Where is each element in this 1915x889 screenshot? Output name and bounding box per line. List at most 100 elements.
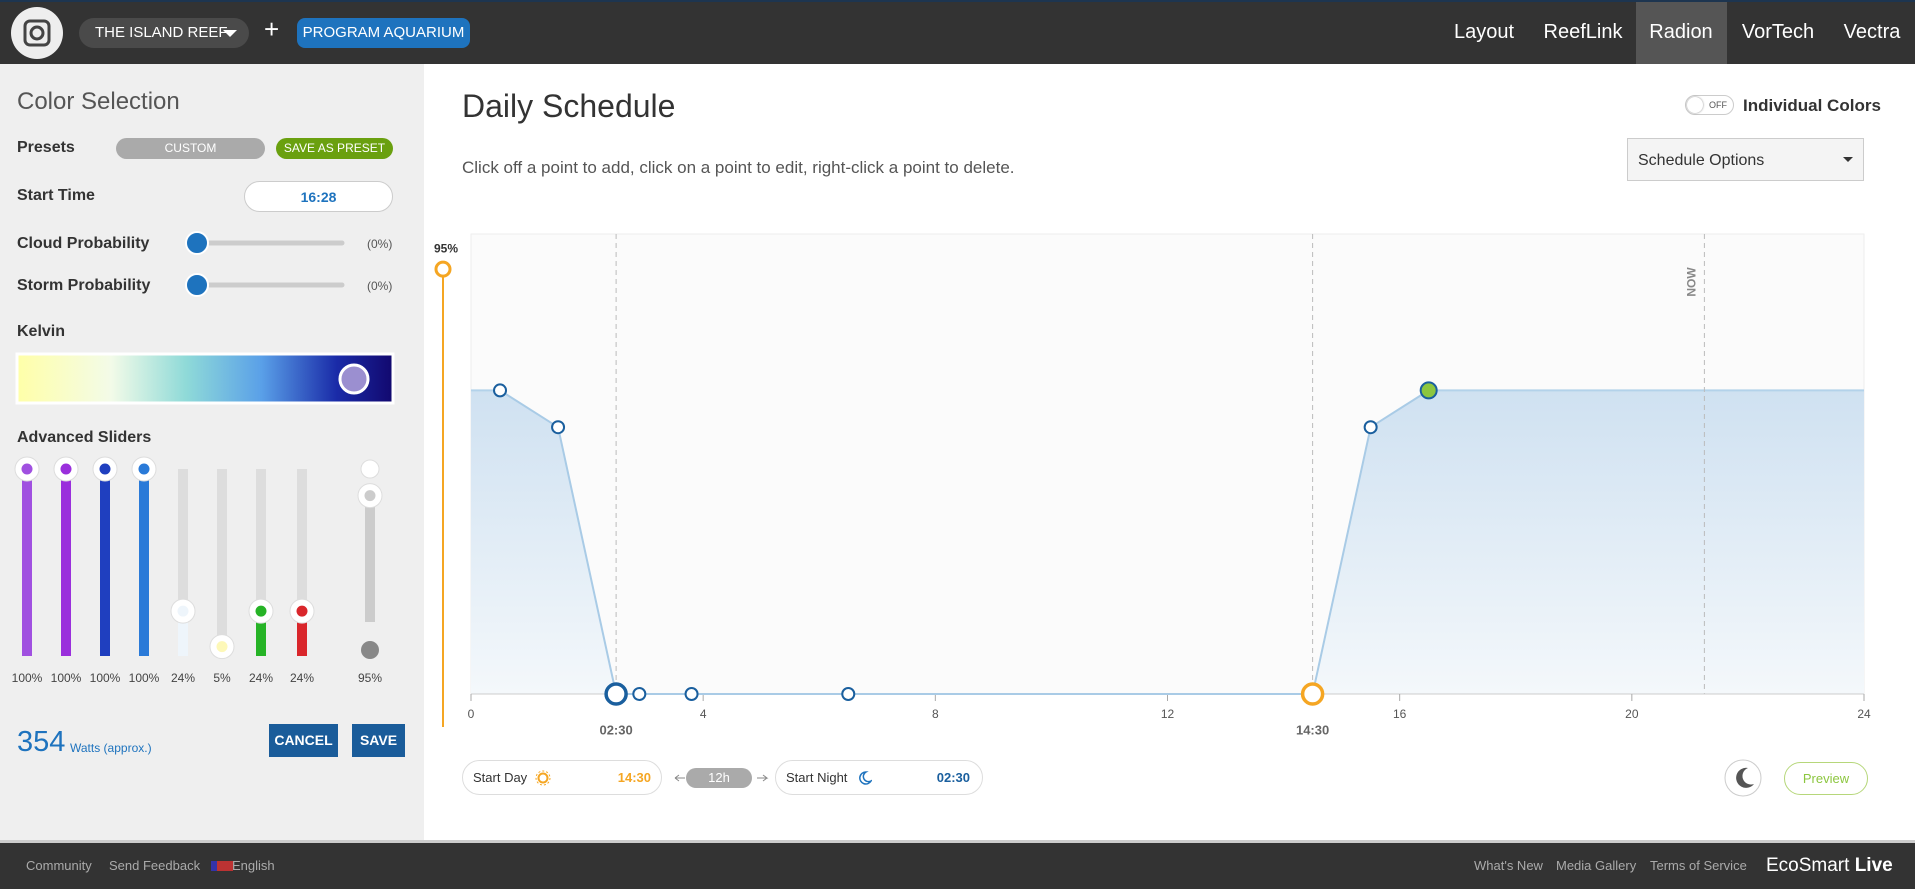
watts: 354	[17, 726, 66, 758]
slider-fill	[297, 611, 307, 656]
x-tick-label: 12	[1161, 707, 1175, 721]
schedule-point[interactable]	[632, 687, 647, 701]
slider-dot	[60, 463, 72, 475]
intensity-label: 95%	[434, 241, 458, 255]
slider-fill	[256, 611, 266, 656]
master-bottom	[361, 641, 379, 659]
master-dot	[364, 490, 376, 502]
start-night[interactable]: Start Night 02:30	[775, 760, 983, 795]
brand-text: EcoSmart	[1766, 855, 1850, 876]
label: Presets	[17, 139, 75, 156]
schedule-point[interactable]	[493, 383, 508, 398]
schedule-point[interactable]	[1363, 420, 1378, 435]
slider-fill	[178, 611, 188, 656]
preview-button[interactable]: Preview	[1784, 762, 1868, 795]
slider-label: 5%	[213, 671, 231, 685]
slider-dot	[21, 463, 33, 475]
brand-bold: Live	[1854, 855, 1893, 876]
x-tick-label: 16	[1393, 707, 1407, 721]
brand: EcoSmart Live	[1766, 855, 1893, 877]
nav-tab[interactable]: ReefLink	[1543, 21, 1623, 43]
slider-dot	[255, 605, 267, 617]
arrows	[674, 774, 769, 782]
x-tick-label: 24	[1857, 707, 1871, 721]
kelvin-knob[interactable]	[338, 363, 370, 395]
nav-tab[interactable]: Layout	[1453, 21, 1515, 43]
active-tab-bg	[1636, 2, 1727, 64]
start-time-input[interactable]: 16:28	[244, 181, 393, 212]
label: Start Time	[17, 187, 95, 204]
caret	[1843, 157, 1853, 167]
aquarium-select[interactable]: THE ISLAND REEF	[79, 18, 249, 48]
slider-label: 100%	[51, 671, 82, 685]
cancel-button[interactable]: CANCEL	[269, 724, 338, 757]
nav-tab[interactable]: VorTech	[1741, 21, 1815, 43]
slider-fill	[61, 469, 71, 656]
slider-dot	[138, 463, 150, 475]
slider-track	[217, 469, 227, 656]
night-toggle[interactable]	[1724, 759, 1762, 797]
schedule-point[interactable]	[604, 682, 628, 706]
schedule-options[interactable]: Schedule Options	[1627, 138, 1864, 181]
nav-tab[interactable]: Radion	[1649, 21, 1713, 43]
slider-dot	[177, 605, 189, 617]
footer-link[interactable]: Community	[26, 858, 92, 873]
slider-fill	[139, 469, 149, 656]
label: Kelvin	[17, 323, 66, 340]
preset-select[interactable]: CUSTOM	[116, 138, 265, 159]
moon-icon	[859, 771, 872, 785]
footer-link[interactable]: Terms of Service	[1650, 858, 1747, 873]
panel-title: Color Selection	[17, 88, 180, 115]
marker-label: NOW	[1685, 267, 1699, 297]
slider-fill	[22, 469, 32, 656]
footer-link[interactable]: What's New	[1474, 858, 1543, 873]
footer-link[interactable]: Media Gallery	[1556, 858, 1637, 873]
schedule-point[interactable]	[1300, 682, 1325, 706]
slider-label: 24%	[171, 671, 195, 685]
slider-knob[interactable]	[185, 231, 209, 255]
toggle[interactable]: OFF	[1685, 95, 1734, 115]
footer-link[interactable]: Send Feedback	[109, 858, 201, 873]
kelvin-bar[interactable]	[15, 352, 395, 405]
slider-label: 24%	[249, 671, 273, 685]
value-label: (0%)	[367, 279, 393, 293]
footer	[0, 840, 1915, 889]
aquarium-name: THE ISLAND REEF	[95, 24, 228, 41]
value-label: (0%)	[367, 237, 393, 251]
marker-label: 14:30	[1296, 722, 1329, 737]
time: 14:30	[617, 770, 651, 785]
flag	[211, 861, 233, 871]
slider-label: 24%	[290, 671, 314, 685]
program-button[interactable]: PROGRAM AQUARIUM	[297, 18, 470, 48]
logo-icon	[23, 19, 51, 47]
slider-label: 100%	[129, 671, 160, 685]
toggle-knob	[1687, 97, 1703, 113]
schedule-point[interactable]	[684, 687, 699, 701]
add-button[interactable]: +	[264, 14, 280, 44]
footer-link[interactable]: English	[232, 858, 275, 873]
schedule-point[interactable]	[551, 420, 566, 435]
schedule-point[interactable]	[841, 687, 856, 701]
caret	[223, 30, 237, 44]
save-button[interactable]: SAVE	[352, 724, 405, 757]
slider-track	[178, 469, 188, 656]
schedule-point[interactable]	[1419, 381, 1438, 400]
toggle-label: Individual Colors	[1743, 96, 1881, 115]
slider-knob[interactable]	[185, 273, 209, 297]
logo[interactable]	[11, 7, 63, 59]
slider-label: 95%	[358, 671, 382, 685]
label: Storm Probability	[17, 277, 151, 294]
start-day[interactable]: Start Day 14:30	[462, 760, 662, 795]
save-preset[interactable]: SAVE AS PRESET	[276, 138, 393, 159]
label: Start Night	[786, 770, 848, 785]
slider-dot	[296, 605, 308, 617]
label: Cloud Probability	[17, 235, 150, 252]
nav-tab[interactable]: Vectra	[1843, 21, 1901, 43]
intensity-handle[interactable]	[434, 260, 452, 278]
slider-label: 100%	[90, 671, 121, 685]
area-fill	[471, 390, 1864, 694]
x-tick-label: 20	[1625, 707, 1639, 721]
slider-label: 100%	[12, 671, 43, 685]
